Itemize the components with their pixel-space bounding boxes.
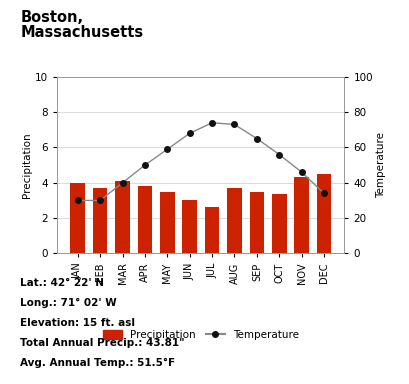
Text: Avg. Annual Temp.: 51.5°F: Avg. Annual Temp.: 51.5°F xyxy=(20,358,175,368)
Bar xyxy=(271,194,286,253)
Y-axis label: Temperature: Temperature xyxy=(375,132,385,198)
Y-axis label: Precipitation: Precipitation xyxy=(22,132,32,198)
Bar xyxy=(316,174,330,253)
Bar xyxy=(115,181,130,253)
Text: Massachusetts: Massachusetts xyxy=(20,25,143,40)
Text: Total Annual Precip.: 43.81": Total Annual Precip.: 43.81" xyxy=(20,338,185,348)
Bar xyxy=(160,192,174,253)
Bar xyxy=(92,188,107,253)
Text: Long.: 71° 02' W: Long.: 71° 02' W xyxy=(20,298,117,308)
Text: Boston,: Boston, xyxy=(20,10,83,25)
Bar xyxy=(137,186,152,253)
Bar xyxy=(70,183,85,253)
Bar xyxy=(204,207,219,253)
Bar xyxy=(182,200,196,253)
Legend: Precipitation, Temperature: Precipitation, Temperature xyxy=(99,326,302,344)
Text: Lat.: 42° 22' N: Lat.: 42° 22' N xyxy=(20,278,104,288)
Text: Elevation: 15 ft. asl: Elevation: 15 ft. asl xyxy=(20,318,135,328)
Bar xyxy=(249,192,263,253)
Bar xyxy=(227,188,241,253)
Bar xyxy=(294,177,308,253)
